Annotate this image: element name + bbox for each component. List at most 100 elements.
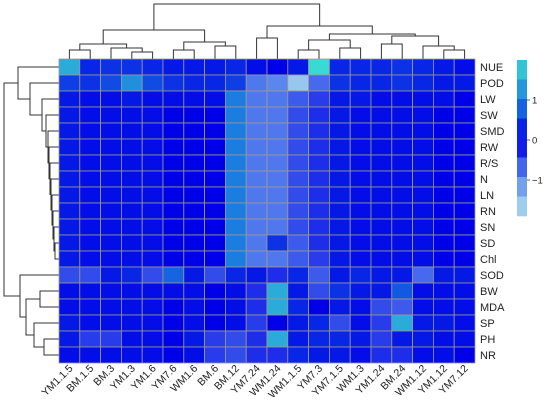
heatmap-cell <box>224 74 247 92</box>
heatmap-cell <box>79 282 102 300</box>
heatmap-cell <box>141 250 164 268</box>
heatmap-cell <box>204 74 226 92</box>
heatmap-cell <box>183 154 206 172</box>
heatmap-cell <box>58 314 81 332</box>
heatmap-cell <box>432 250 455 268</box>
heatmap-cell <box>266 154 289 172</box>
heatmap-cell <box>183 266 206 284</box>
heatmap-cell <box>121 138 143 156</box>
heatmap-cell <box>432 266 455 284</box>
heatmap-cell <box>412 298 434 316</box>
heatmap-cell <box>58 170 81 188</box>
heatmap-cell <box>391 74 413 92</box>
heatmap-cell <box>287 330 309 348</box>
heatmap-cell <box>370 106 393 124</box>
heatmap-cell <box>412 282 434 300</box>
heatmap-cell <box>308 314 330 332</box>
heatmap-cell <box>121 314 143 332</box>
heatmap-cell <box>266 330 289 348</box>
heatmap-cell <box>58 90 81 108</box>
heatmap-cell <box>183 122 206 140</box>
heatmap-cell <box>266 186 289 204</box>
heatmap-cell <box>162 154 185 172</box>
row-label: SMD <box>480 126 505 138</box>
heatmap-cell <box>141 330 164 348</box>
heatmap-cell <box>266 138 289 156</box>
row-label: NUE <box>480 62 503 74</box>
heatmap-cell <box>266 298 289 316</box>
heatmap-cell <box>453 122 476 140</box>
heatmap-cell <box>349 218 372 236</box>
heatmap-cell <box>287 122 309 140</box>
row-label: MDA <box>480 302 505 314</box>
row-label: RW <box>480 142 499 154</box>
heatmap-cell <box>287 186 309 204</box>
heatmap-cell <box>204 202 226 220</box>
heatmap-cell <box>245 298 268 316</box>
heatmap-cell <box>224 122 247 140</box>
heatmap-cell <box>183 202 206 220</box>
dendrogram-branch <box>54 242 59 260</box>
row-dendrogram <box>3 66 59 356</box>
heatmap-cell <box>287 154 309 172</box>
heatmap-cell <box>141 202 164 220</box>
heatmap-cell <box>453 154 476 172</box>
heatmap-cell <box>328 314 351 332</box>
heatmap-cell <box>412 218 434 236</box>
heatmap-cell <box>245 106 268 124</box>
heatmap-cell <box>141 298 164 316</box>
heatmap-cell <box>100 74 122 92</box>
heatmap-cell <box>183 74 206 92</box>
heatmap-cell <box>287 170 309 188</box>
heatmap-cell <box>183 234 206 252</box>
heatmap-cell <box>79 186 102 204</box>
heatmap-cell <box>224 298 247 316</box>
heatmap-cell <box>308 282 330 300</box>
heatmap-cell <box>453 218 476 236</box>
heatmap-cell <box>58 74 81 92</box>
heatmap-cell <box>370 346 393 364</box>
heatmap-cell <box>141 282 164 300</box>
heatmap-cell <box>432 298 455 316</box>
row-label: LN <box>480 190 494 202</box>
heatmap-cell <box>328 202 351 220</box>
heatmap-cell <box>224 330 247 348</box>
heatmap-cell <box>432 314 455 332</box>
heatmap-cell <box>245 186 268 204</box>
heatmap-cell <box>100 330 122 348</box>
heatmap-cell <box>391 218 413 236</box>
dendrogram-branch <box>25 298 40 336</box>
legend-swatch <box>517 138 527 158</box>
dendrogram-branch <box>256 37 278 59</box>
dendrogram-branch <box>153 3 321 30</box>
heatmap-cell <box>224 106 247 124</box>
row-label: PH <box>480 334 495 346</box>
column-dendrogram <box>68 3 466 59</box>
heatmap-cell <box>100 154 122 172</box>
heatmap-cell <box>266 122 289 140</box>
dendrogram-branch <box>443 49 466 59</box>
heatmap-cell <box>453 298 476 316</box>
heatmap-cell <box>100 298 122 316</box>
heatmap-cell <box>349 154 372 172</box>
heatmap-cell <box>287 314 309 332</box>
dendrogram-branch <box>266 25 373 38</box>
color-legend: 1 0 −1 <box>517 60 543 217</box>
heatmap-cell <box>121 58 143 76</box>
heatmap-cell <box>245 218 268 236</box>
heatmap-cell <box>391 234 413 252</box>
heatmap-cell <box>204 234 226 252</box>
heatmap-cell <box>162 170 185 188</box>
heatmap-cell <box>453 250 476 268</box>
heatmap-cell <box>308 346 330 364</box>
column-labels: YM1.1.5BM.1.5BM.3YM1.3YM1.6YM7.6WM1.6BM.… <box>39 363 470 401</box>
heatmap-cell <box>349 250 372 268</box>
heatmap-cell <box>287 298 309 316</box>
heatmap-cell <box>328 266 351 284</box>
heatmap-cell <box>328 106 351 124</box>
heatmap-cell <box>245 330 268 348</box>
heatmap-cell <box>204 90 226 108</box>
heatmap-cell <box>453 74 476 92</box>
heatmap-cell <box>266 250 289 268</box>
heatmap-cell <box>432 234 455 252</box>
